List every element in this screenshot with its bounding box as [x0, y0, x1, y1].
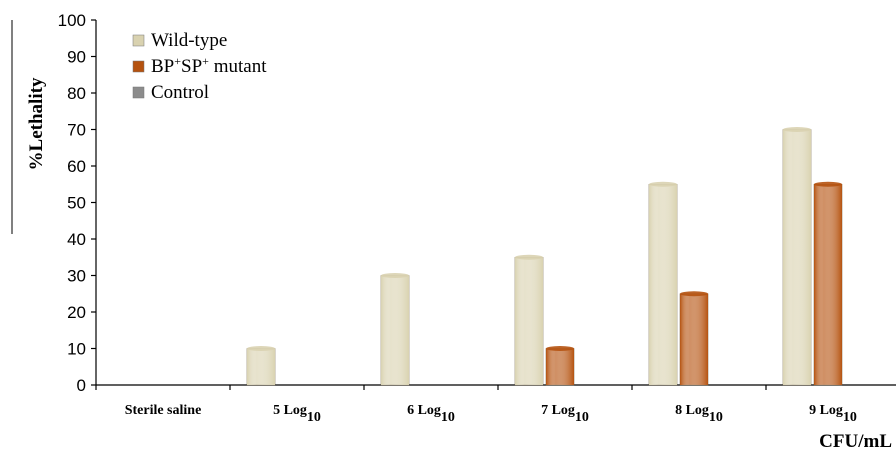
legend-label: BP+SP+ mutant — [151, 54, 267, 77]
x-tick-label-subscript: 10 — [843, 410, 857, 425]
x-tick-label: 7 Log10 — [541, 403, 589, 425]
x-tick-label-text: 6 Log — [407, 403, 441, 418]
legend-label: Wild-type — [151, 30, 227, 51]
bar-highlight — [381, 275, 409, 385]
y-tick-label: 30 — [67, 267, 86, 286]
bars — [246, 127, 843, 386]
legend-text: SP — [181, 56, 202, 77]
x-tick-label-subscript: 10 — [307, 410, 321, 425]
x-tick-label: 5 Log10 — [273, 403, 321, 425]
bar-top — [783, 127, 811, 132]
legend-superscript: + — [174, 54, 181, 68]
y-tick-label: 100 — [58, 11, 86, 30]
bar-top — [247, 346, 275, 351]
x-axis-title: CFU/mL — [819, 431, 892, 452]
bar-highlight — [783, 129, 811, 385]
bar-top — [680, 291, 708, 297]
x-tick-label: 8 Log10 — [675, 403, 723, 425]
legend-superscript: + — [202, 54, 209, 68]
x-tick-label: Sterile saline — [125, 403, 202, 418]
legend-text: mutant — [209, 56, 267, 77]
x-tick-label-text: 7 Log — [541, 403, 575, 418]
legend-text: Control — [151, 82, 209, 103]
legend-text: Wild-type — [151, 30, 227, 51]
y-axis: 0 10 20 30 40 50 60 70 80 90 100 — [58, 11, 97, 395]
x-tick-label-text: 5 Log — [273, 403, 307, 418]
bar-highlight — [649, 184, 677, 385]
x-tick-label: 9 Log10 — [809, 403, 857, 425]
bar-top — [814, 181, 842, 187]
bar-highlight — [515, 257, 543, 385]
x-tick-label-subscript: 10 — [709, 410, 723, 425]
y-tick-label: 50 — [67, 194, 86, 213]
legend-swatch — [132, 60, 145, 73]
x-tick-label-text: 9 Log — [809, 403, 843, 418]
y-tick-label: 20 — [67, 303, 86, 322]
legend-swatch — [132, 34, 145, 47]
y-tick-label: 70 — [67, 121, 86, 140]
y-tick-label: 60 — [67, 157, 86, 176]
y-tick-label: 40 — [67, 230, 86, 249]
bar-highlight — [814, 184, 842, 385]
x-tick-label-text: 8 Log — [675, 403, 709, 418]
axis-titles: %Lethality CFU/mL — [11, 20, 892, 452]
x-tick-label-text: Sterile saline — [125, 403, 202, 418]
bar-highlight — [546, 348, 574, 385]
x-tick-label: 6 Log10 — [407, 403, 455, 425]
y-tick-label: 80 — [67, 84, 86, 103]
legend-text: BP — [151, 56, 174, 77]
x-axis: Sterile saline 5 Log10 6 Log10 7 Log10 8 Log… — [95, 384, 896, 425]
bar-top — [515, 254, 543, 260]
legend-label: Control — [151, 82, 209, 103]
y-tick-label: 90 — [67, 48, 86, 67]
y-axis-title: %Lethality — [26, 77, 47, 170]
x-tick-label-subscript: 10 — [575, 410, 589, 425]
bar-top — [381, 273, 409, 278]
legend-swatch — [132, 86, 145, 99]
bar-highlight — [247, 348, 275, 385]
bar-top — [546, 346, 574, 351]
y-tick-label: 10 — [67, 340, 86, 359]
bar-top — [649, 181, 677, 187]
bar-highlight — [680, 293, 708, 385]
x-tick-label-subscript: 10 — [441, 410, 455, 425]
y-tick-label: 0 — [77, 376, 86, 395]
